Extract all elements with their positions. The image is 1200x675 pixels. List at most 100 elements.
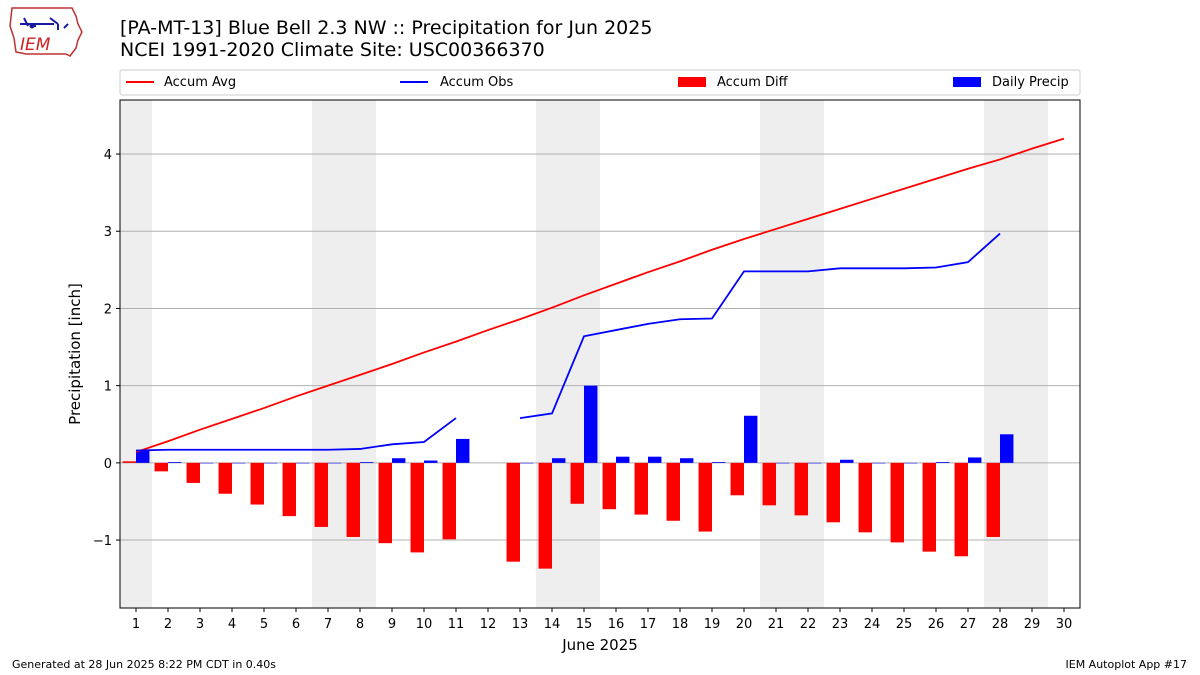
daily-precip-bar xyxy=(904,462,918,464)
y-tick-label: −1 xyxy=(93,534,112,549)
accum-diff-bar xyxy=(538,462,552,569)
accum-diff-bar xyxy=(282,462,296,517)
daily-precip-bar xyxy=(424,460,438,463)
daily-precip-bar xyxy=(968,457,982,463)
legend-label: Accum Diff xyxy=(717,75,789,90)
gridlines xyxy=(120,153,1080,541)
accum-diff-bar xyxy=(762,462,776,506)
accum-diff-bar xyxy=(442,462,456,540)
x-tick-label: 4 xyxy=(228,617,236,632)
weekend-bands xyxy=(120,100,1048,608)
x-tick-label: 2 xyxy=(164,617,172,632)
accum-diff-bar xyxy=(602,462,616,510)
accum-diff-bar xyxy=(986,462,1000,537)
x-tick-label: 5 xyxy=(260,617,268,632)
accum-diff-bar xyxy=(794,462,808,516)
daily-precip-bar xyxy=(712,462,726,463)
legend-label: Accum Avg xyxy=(164,75,236,90)
legend-box xyxy=(119,69,1081,96)
x-tick-label: 19 xyxy=(704,617,721,632)
x-tick-label: 17 xyxy=(640,617,657,632)
accum-diff-bar xyxy=(410,462,424,553)
footer-generated: Generated at 28 Jun 2025 8:22 PM CDT in … xyxy=(12,658,277,671)
x-tick-label: 9 xyxy=(388,617,396,632)
x-tick-label: 25 xyxy=(896,617,913,632)
accum-diff-bar xyxy=(858,462,872,533)
x-tick-label: 22 xyxy=(800,617,817,632)
x-tick-label: 1 xyxy=(132,617,140,632)
daily-precip-bar xyxy=(168,462,182,463)
daily-precip-bar xyxy=(744,415,758,463)
x-tick-label: 11 xyxy=(448,617,465,632)
x-tick-label: 3 xyxy=(196,617,204,632)
weekend-band xyxy=(760,100,792,608)
weekend-band xyxy=(1016,100,1048,608)
daily-precip-bar xyxy=(296,462,310,464)
x-tick-label: 14 xyxy=(544,617,561,632)
footer-app: IEM Autoplot App #17 xyxy=(1065,658,1188,671)
weekend-band xyxy=(120,100,152,608)
x-tick-label: 12 xyxy=(480,617,497,632)
x-tick-label: 28 xyxy=(992,617,1009,632)
accum-diff-bar xyxy=(506,462,520,562)
daily-precip-bar xyxy=(552,458,566,463)
weekend-band xyxy=(792,100,824,608)
x-tick-label: 24 xyxy=(864,617,881,632)
legend-label: Daily Precip xyxy=(992,75,1069,90)
daily-precip-bar xyxy=(328,462,342,464)
daily-precip-bar xyxy=(680,458,694,463)
accum-obs-line xyxy=(135,417,457,452)
x-tick-label: 10 xyxy=(416,617,433,632)
daily-precip-bar xyxy=(840,459,854,463)
y-tick-label: 1 xyxy=(104,380,112,395)
weekend-band xyxy=(312,100,344,608)
y-tick-label: 3 xyxy=(104,225,112,240)
y-tick-label: 0 xyxy=(104,457,112,472)
bars xyxy=(122,385,1014,569)
chart-title-line1: [PA-MT-13] Blue Bell 2.3 NW :: Precipita… xyxy=(120,17,653,39)
daily-precip-bar xyxy=(136,450,150,463)
y-axis-label: Precipitation [inch] xyxy=(66,283,84,425)
x-tick-label: 29 xyxy=(1024,617,1041,632)
accum-diff-bar xyxy=(314,462,328,527)
y-tick-label: 4 xyxy=(104,148,112,163)
accum-diff-bar xyxy=(698,462,712,532)
x-tick-label: 21 xyxy=(768,617,785,632)
weekend-band xyxy=(568,100,600,608)
accum-diff-bar xyxy=(922,462,936,552)
x-tick-label: 6 xyxy=(292,617,300,632)
daily-precip-bar xyxy=(360,462,374,463)
daily-precip-bar xyxy=(392,458,406,463)
x-tick-label: 13 xyxy=(512,617,529,632)
daily-precip-bar xyxy=(808,462,822,464)
daily-precip-bar xyxy=(456,438,470,463)
daily-precip-bar xyxy=(520,462,534,464)
daily-precip-bar xyxy=(584,385,598,463)
x-tick-label: 27 xyxy=(960,617,977,632)
y-tick-label: 2 xyxy=(104,302,112,317)
accum-avg-line xyxy=(135,137,1065,453)
accum-diff-bar xyxy=(186,462,200,483)
x-axis: 1 2 3 4 5 6 7 8 9 10 11 12 13 14 15 16 17 18 19 20 21 22 23 24 2… xyxy=(132,608,1072,632)
x-axis-label: June 2025 xyxy=(561,636,638,654)
daily-precip-bar xyxy=(936,462,950,463)
legend-label: Accum Obs xyxy=(440,75,513,90)
daily-precip-bar xyxy=(264,462,278,464)
accum-diff-bar xyxy=(250,462,264,505)
logo-text: IEM xyxy=(20,35,51,55)
x-tick-label: 26 xyxy=(928,617,945,632)
accum-diff-bar xyxy=(666,462,680,521)
daily-precip-bar xyxy=(616,456,630,463)
accum-diff-bar xyxy=(122,461,136,463)
accum-diff-bar xyxy=(730,462,744,496)
accum-obs-line xyxy=(519,232,1001,419)
x-tick-label: 8 xyxy=(356,617,364,632)
accum-diff-bar xyxy=(218,462,232,494)
accum-diff-bar xyxy=(154,462,168,472)
daily-precip-bar xyxy=(232,462,246,464)
daily-precip-bar xyxy=(1000,434,1014,463)
daily-precip-bar xyxy=(872,462,886,464)
iowa-outline-icon xyxy=(9,7,83,57)
accum-diff-bar xyxy=(954,462,968,557)
